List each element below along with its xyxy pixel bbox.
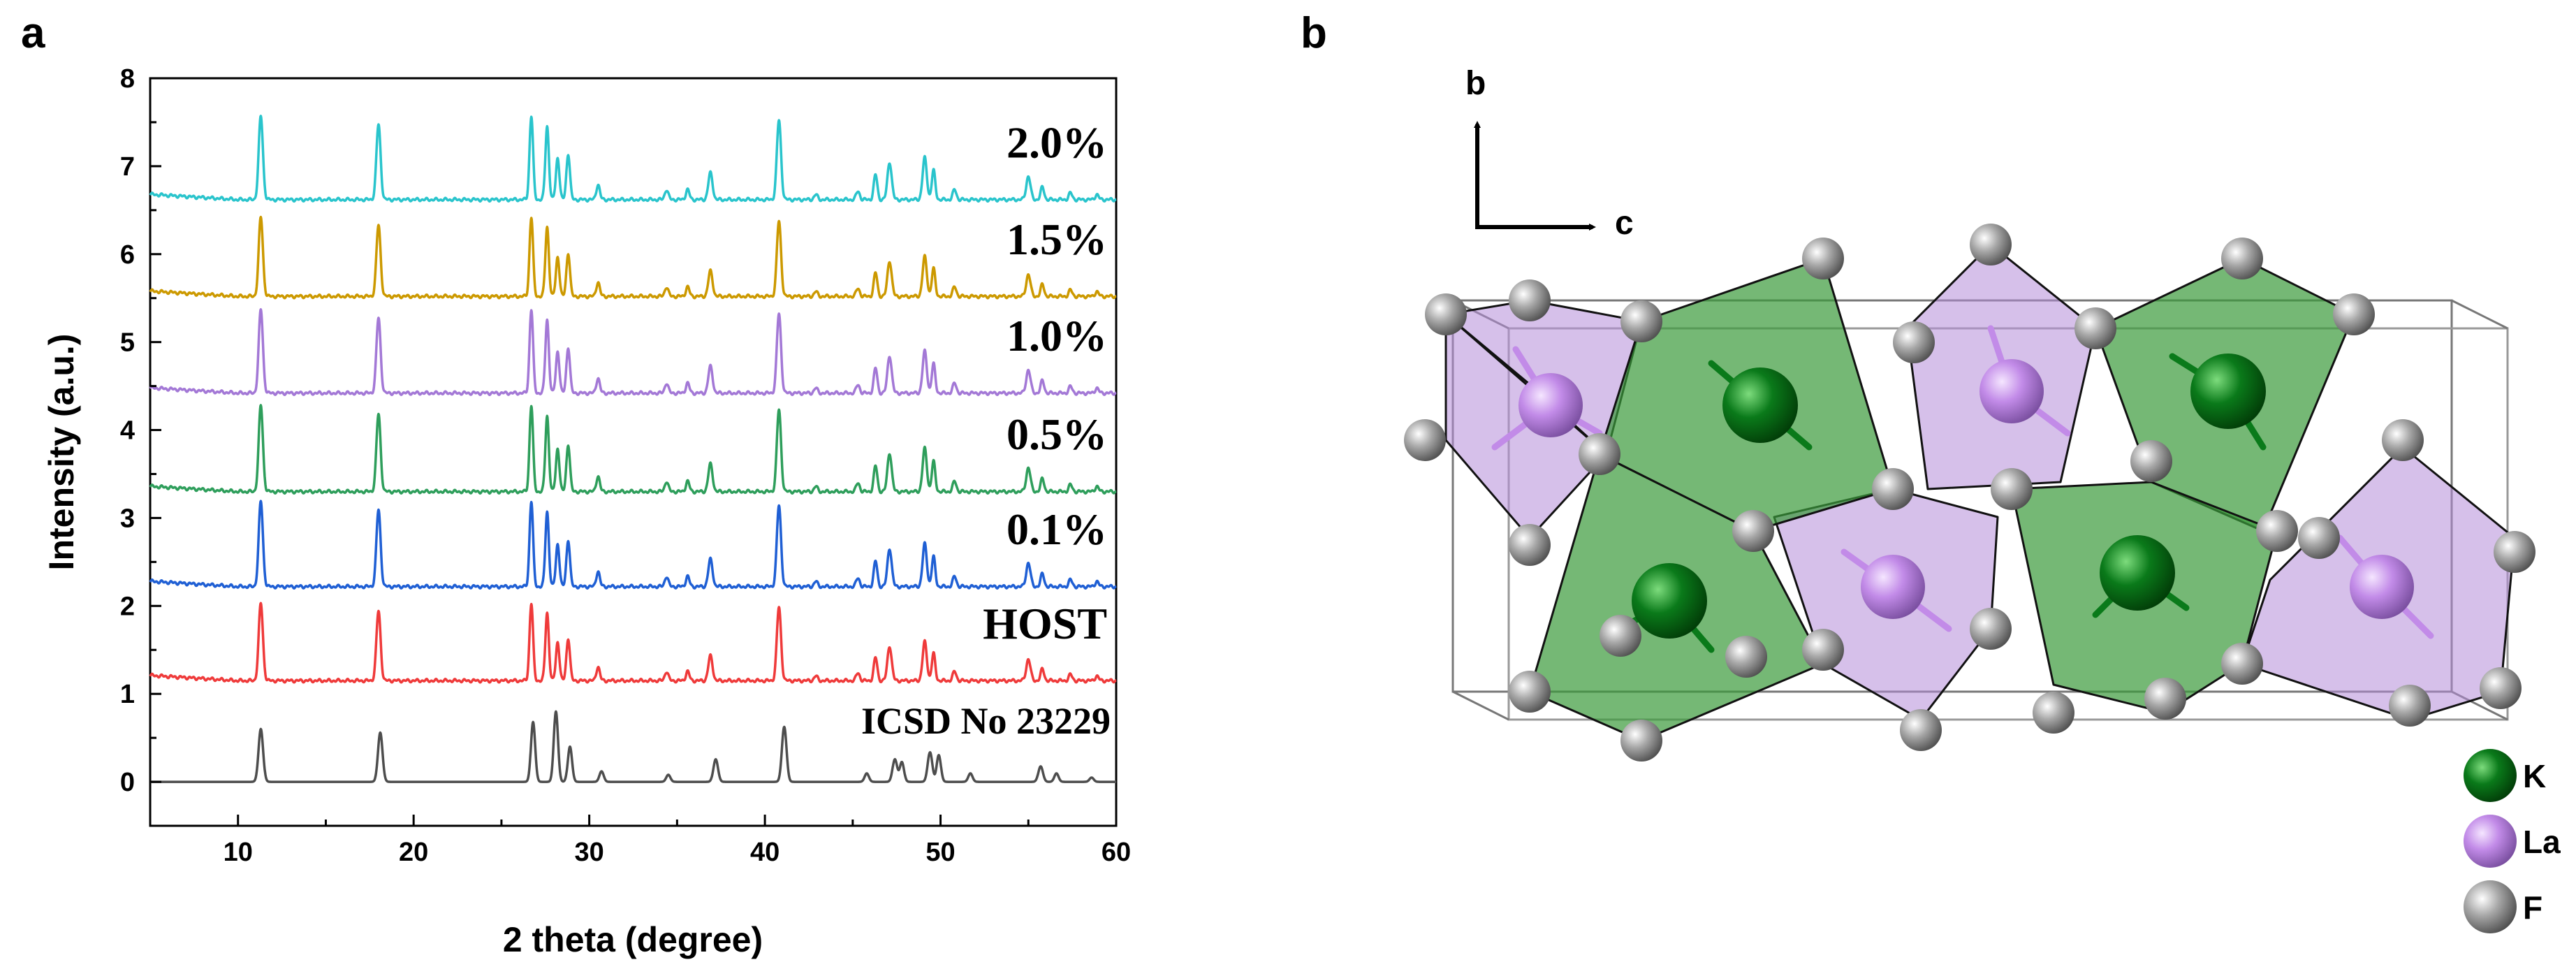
f-atom xyxy=(1900,709,1942,751)
f-atom xyxy=(1802,629,1844,671)
f-atom xyxy=(2074,307,2116,349)
la-atom xyxy=(2350,555,2414,619)
x-tick-label: 50 xyxy=(925,838,955,867)
series-label: HOST xyxy=(983,599,1107,648)
f-atom xyxy=(2389,685,2431,727)
f-atom xyxy=(2494,531,2535,573)
series-line xyxy=(149,500,1118,590)
series-line xyxy=(149,215,1118,300)
y-tick-label: 6 xyxy=(120,240,135,270)
legend-k-swatch xyxy=(2464,749,2517,802)
series-line xyxy=(149,404,1118,495)
f-atom xyxy=(2256,510,2298,552)
axis-indicator: b c xyxy=(1465,65,1634,242)
y-tick-label: 7 xyxy=(120,152,135,182)
x-tick-label: 30 xyxy=(574,838,603,867)
f-atom xyxy=(1620,300,1662,342)
f-atom xyxy=(2382,419,2424,461)
k-atom xyxy=(2100,535,2175,611)
legend-f-swatch xyxy=(2464,880,2517,933)
y-tick-label: 4 xyxy=(120,416,135,446)
series-layer xyxy=(149,115,1118,783)
y-axis-title: Intensity (a.u.) xyxy=(42,334,81,571)
series-label-layer: ICSD No 23229 HOST 0.1% 0.5% 1.0% 1.5% 2.0% xyxy=(861,117,1111,742)
f-atom xyxy=(1725,636,1767,678)
k-atom xyxy=(1632,563,1707,639)
series-line xyxy=(149,710,1118,783)
f-atom xyxy=(2333,293,2375,335)
y-tick-label: 3 xyxy=(120,504,135,533)
f-atom xyxy=(1509,279,1551,321)
panel-b-label: b xyxy=(1301,9,1327,57)
atom-legend: K La F xyxy=(2464,749,2561,933)
series-line xyxy=(149,308,1118,396)
xrd-chart: 10 20 30 40 50 60 0 1 2 3 4 5 6 7 8 ICSD No 23229 HOST 0… xyxy=(42,64,1131,959)
f-atom xyxy=(1600,615,1641,657)
y-tick-label: 0 xyxy=(120,768,135,797)
f-atom xyxy=(2480,667,2522,709)
f-atom xyxy=(1620,720,1662,762)
panel-a-label: a xyxy=(21,9,45,57)
x-tick-label: 10 xyxy=(224,838,253,867)
plot-frame xyxy=(149,77,1118,827)
legend-la-label: La xyxy=(2523,824,2561,860)
y-tick-label: 5 xyxy=(120,328,135,358)
f-atom xyxy=(1802,238,1844,279)
la-atom xyxy=(1861,555,1925,619)
series-label: 1.0% xyxy=(1007,311,1107,360)
k-atom xyxy=(2190,354,2266,429)
x-tick-label: 40 xyxy=(750,838,780,867)
f-atom xyxy=(1970,608,2012,650)
f-atom xyxy=(1579,433,1620,475)
cation-atoms xyxy=(1518,354,2414,639)
f-atom xyxy=(1404,419,1446,461)
legend-k-label: K xyxy=(2523,758,2546,794)
x-tick-label: 20 xyxy=(399,838,428,867)
f-atom xyxy=(1893,321,1935,363)
la-atom xyxy=(1518,373,1583,437)
f-atom xyxy=(2221,643,2263,685)
f-atom xyxy=(1872,468,1914,510)
f-atom xyxy=(1991,468,2033,510)
tick-layer: 10 20 30 40 50 60 0 1 2 3 4 5 6 7 8 xyxy=(120,64,1131,867)
fluorine-atoms xyxy=(1404,224,2535,762)
series-line xyxy=(149,115,1118,203)
y-tick-label: 8 xyxy=(120,64,135,94)
series-label: 0.5% xyxy=(1007,409,1107,459)
f-atom xyxy=(2033,692,2074,734)
series-label: 2.0% xyxy=(1007,117,1107,167)
b-axis-label: b xyxy=(1465,65,1486,102)
c-axis-label: c xyxy=(1615,205,1634,242)
legend-f-label: F xyxy=(2523,889,2542,926)
f-atom xyxy=(2298,517,2340,559)
x-axis-title: 2 theta (degree) xyxy=(503,920,763,959)
f-atom xyxy=(2144,678,2186,720)
f-atom xyxy=(1970,224,2012,265)
series-label: ICSD No 23229 xyxy=(861,700,1111,742)
k-atom xyxy=(1722,367,1798,443)
f-atom xyxy=(1509,524,1551,566)
series-line xyxy=(149,602,1118,684)
legend-la-swatch xyxy=(2464,815,2517,868)
f-atom xyxy=(2130,440,2172,482)
f-atom xyxy=(1732,510,1774,552)
x-tick-label: 60 xyxy=(1102,838,1131,867)
crystal-structure: b c xyxy=(1404,65,2561,933)
f-atom xyxy=(2221,238,2263,279)
y-tick-label: 1 xyxy=(120,680,135,709)
y-tick-label: 2 xyxy=(120,592,135,621)
f-atom xyxy=(1425,293,1467,335)
series-label: 1.5% xyxy=(1007,214,1107,264)
f-atom xyxy=(1509,671,1551,713)
series-label: 0.1% xyxy=(1007,504,1107,554)
la-atom xyxy=(1979,359,2044,423)
